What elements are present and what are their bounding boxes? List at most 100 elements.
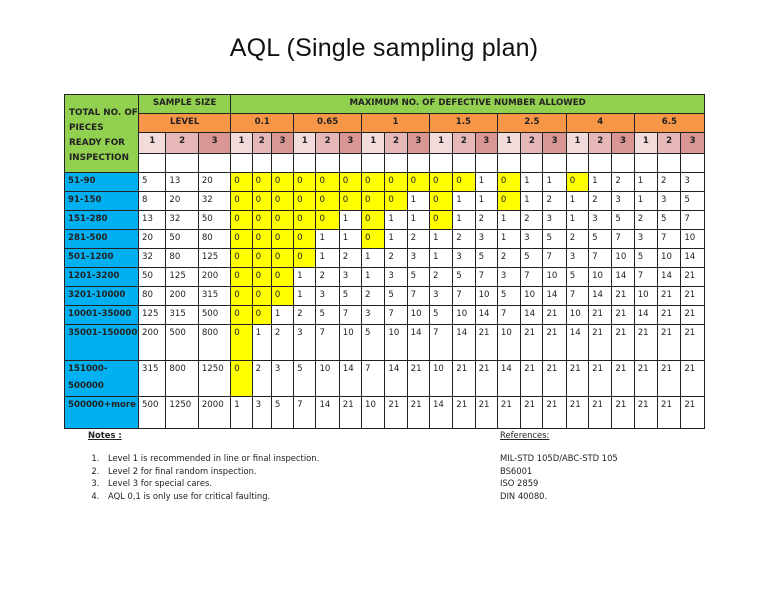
- defect-limit-cell: 2: [656, 172, 682, 192]
- note-item: Level 1 is recommended in line or final …: [102, 452, 319, 465]
- defect-limit-cell: 3: [293, 324, 317, 361]
- defect-limit-cell: 7: [406, 286, 430, 306]
- defect-limit-cell: 2: [520, 210, 544, 230]
- defect-limit-cell: 21: [384, 396, 408, 429]
- defect-limit-cell: 21: [611, 360, 635, 397]
- defect-limit-cell: 3: [338, 267, 363, 287]
- defect-limit-cell: 5: [474, 248, 498, 268]
- defect-limit-cell: 7: [680, 210, 705, 230]
- defect-limit-cell: 21: [452, 360, 476, 397]
- defect-limit-cell: 10: [428, 360, 454, 397]
- defect-limit-cell: 21: [542, 396, 567, 429]
- table-row: 500000+more 500 1250 2000 1 3 5 7 14 21 10 21 21 14 21…: [63, 396, 705, 429]
- defect-limit-cell: 7: [338, 305, 363, 325]
- aql-table: TOTAL NO. OF PIECES READY FOR INSPECTION…: [63, 94, 706, 429]
- defect-limit-cell: 14: [633, 305, 659, 325]
- defect-limit-cell: 1: [565, 210, 590, 230]
- defect-limit-cell: 0: [251, 267, 272, 287]
- defect-limit-cell: 0: [251, 248, 272, 268]
- sample-size-cell: 20: [138, 229, 167, 249]
- defect-limit-cell: 0: [251, 191, 272, 211]
- defect-limit-cell: 7: [428, 324, 454, 361]
- defect-limit-cell: 3: [680, 172, 705, 192]
- sub-level-header: 2: [656, 132, 682, 154]
- defect-limit-cell: 21: [588, 396, 613, 429]
- aql-level-header: 4: [565, 113, 635, 133]
- defect-limit-cell: 3: [270, 360, 295, 397]
- defect-limit-cell: 2: [384, 248, 408, 268]
- defect-limit-cell: 21: [680, 305, 705, 325]
- pieces-column-header: TOTAL NO. OF PIECES READY FOR INSPECTION: [63, 94, 140, 173]
- sub-level-header: 2: [588, 132, 613, 154]
- defect-limit-cell: 0: [496, 191, 522, 211]
- sub-level-header: 1: [428, 132, 454, 154]
- defect-limit-cell: 10: [520, 286, 544, 306]
- blank-cell: [270, 153, 295, 173]
- sample-size-cell: 13: [138, 210, 167, 230]
- sample-size-cell: 20: [165, 191, 199, 211]
- defect-limit-cell: 3: [520, 229, 544, 249]
- defect-limit-cell: 7: [611, 229, 635, 249]
- defect-limit-cell: 21: [680, 267, 705, 287]
- sub-level-header: 1: [633, 132, 659, 154]
- defect-limit-cell: 1: [588, 172, 613, 192]
- sub-level-header: 1: [565, 132, 590, 154]
- defect-limit-cell: 21: [520, 360, 544, 397]
- defect-limit-cell: 0: [270, 210, 295, 230]
- defect-limit-cell: 1: [230, 396, 253, 429]
- lot-size-range: 10001-35000: [63, 305, 140, 325]
- defect-limit-cell: 0: [230, 191, 253, 211]
- defect-limit-cell: 5: [496, 286, 522, 306]
- blank-cell: [474, 153, 498, 173]
- defect-limit-cell: 21: [406, 360, 430, 397]
- defect-limit-cell: 21: [565, 360, 590, 397]
- defect-limit-cell: 7: [496, 305, 522, 325]
- defect-limit-cell: 2: [361, 286, 386, 306]
- defect-limit-cell: 2: [474, 210, 498, 230]
- defect-limit-cell: 21: [680, 360, 705, 397]
- defect-limit-cell: 5: [384, 286, 408, 306]
- references-section: References: MIL-STD 105D/ABC-STD 105 BS6…: [500, 430, 618, 502]
- defect-limit-cell: 3: [588, 210, 613, 230]
- blank-cell: [611, 153, 635, 173]
- sample-size-cell: 800: [197, 324, 232, 361]
- table-row: 151-280 13 32 50 0 0 0 0 0 1 0 1 1 0 1 2 1 2 3 1 3 5 2 5 7: [63, 210, 705, 230]
- defect-limit-cell: 10: [452, 305, 476, 325]
- defect-limit-cell: 10: [588, 267, 613, 287]
- blank-cell: [384, 153, 408, 173]
- defect-limit-cell: 0: [361, 191, 386, 211]
- sample-size-cell: 1250: [197, 360, 232, 397]
- sample-size-cell: 315: [165, 305, 199, 325]
- table-row: 151000-500000 315 800 1250 0 2 3 5 10 14 7 14 21 10 21…: [63, 360, 705, 397]
- sub-level-header: 3: [611, 132, 635, 154]
- defect-limit-cell: 14: [406, 324, 430, 361]
- defect-limit-cell: 3: [452, 248, 476, 268]
- sub-level-header: 1: [293, 132, 317, 154]
- defect-limit-cell: 21: [656, 324, 682, 361]
- defect-limit-cell: 14: [315, 396, 340, 429]
- notes-list: Level 1 is recommended in line or final …: [88, 452, 319, 502]
- defect-limit-cell: 5: [338, 286, 363, 306]
- defect-limit-cell: 0: [293, 210, 317, 230]
- defect-limit-cell: 14: [496, 360, 522, 397]
- page-title: AQL (Single sampling plan): [229, 34, 539, 62]
- lot-size-range: 35001-150000: [63, 324, 140, 361]
- defect-limit-cell: 14: [384, 360, 408, 397]
- sample-size-cell: 1250: [165, 396, 199, 429]
- defect-limit-cell: 0: [361, 172, 386, 192]
- defect-limit-cell: 1: [520, 191, 544, 211]
- defect-limit-cell: 10: [633, 286, 659, 306]
- defect-limit-cell: 21: [680, 324, 705, 361]
- sample-size-cell: 2000: [197, 396, 232, 429]
- lot-size-range: 501-1200: [63, 248, 140, 268]
- sub-level-header: 2: [251, 132, 272, 154]
- defect-limit-cell: 1: [406, 191, 430, 211]
- defect-limit-cell: 3: [315, 286, 340, 306]
- blank-cell: [361, 153, 386, 173]
- note-item: AQL 0,1 is only use for critical faultin…: [102, 490, 319, 503]
- sample-size-cell: 8: [138, 191, 167, 211]
- defect-limit-cell: 5: [315, 305, 340, 325]
- defect-limit-cell: 5: [656, 210, 682, 230]
- defect-limit-cell: 7: [565, 286, 590, 306]
- defect-limit-cell: 5: [361, 324, 386, 361]
